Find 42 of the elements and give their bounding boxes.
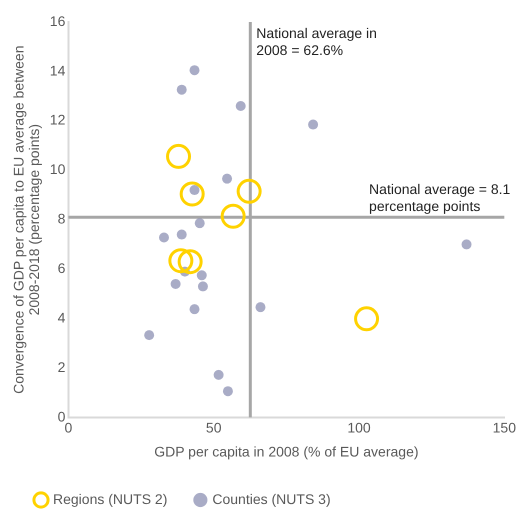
point <box>308 120 318 130</box>
y-axis-title: Convergence of GDP per capita to EU average between 2008-2018 (percentage points) <box>10 45 42 394</box>
ref-line-label: National average = 8.1 percentage points <box>369 181 511 214</box>
y-tick-label: 8 <box>58 210 66 227</box>
y-tick-label: 0 <box>58 408 66 424</box>
y-tick-label: 2 <box>58 358 66 375</box>
point <box>180 182 205 206</box>
point <box>214 370 224 380</box>
y-tick-label: 14 <box>50 62 66 78</box>
y-tick-label: 16 <box>50 12 66 29</box>
point <box>190 304 200 314</box>
point <box>190 65 200 76</box>
x-tick-label: 150 <box>492 420 516 436</box>
point <box>236 101 246 112</box>
point <box>196 270 207 280</box>
point <box>236 178 262 204</box>
x-tick-label: 50 <box>206 420 222 436</box>
point <box>255 302 266 312</box>
y-tick-label: 4 <box>58 309 66 326</box>
point <box>220 204 246 229</box>
point <box>168 248 194 274</box>
point <box>354 306 380 332</box>
x-tick-label: 100 <box>347 420 371 436</box>
legend-label: Counties (NUTS 3) <box>212 490 331 507</box>
point <box>144 330 154 340</box>
point <box>198 281 208 292</box>
point <box>194 218 205 228</box>
point <box>158 232 169 242</box>
point <box>222 174 232 184</box>
ref-line-label: National average in 2008 = 62.6% <box>256 25 377 58</box>
y-tick-label: 6 <box>58 260 66 276</box>
legend-label: Regions (NUTS 2) <box>53 490 168 507</box>
point <box>166 144 192 169</box>
point <box>176 230 187 240</box>
point <box>462 239 472 250</box>
point <box>222 386 233 396</box>
point <box>176 84 187 95</box>
y-tick-label: 10 <box>50 161 66 178</box>
point <box>170 278 181 289</box>
x-axis-title: GDP per capita in 2008 (% of EU average) <box>154 443 419 460</box>
point <box>178 249 203 274</box>
y-tick-label: 12 <box>50 112 66 128</box>
